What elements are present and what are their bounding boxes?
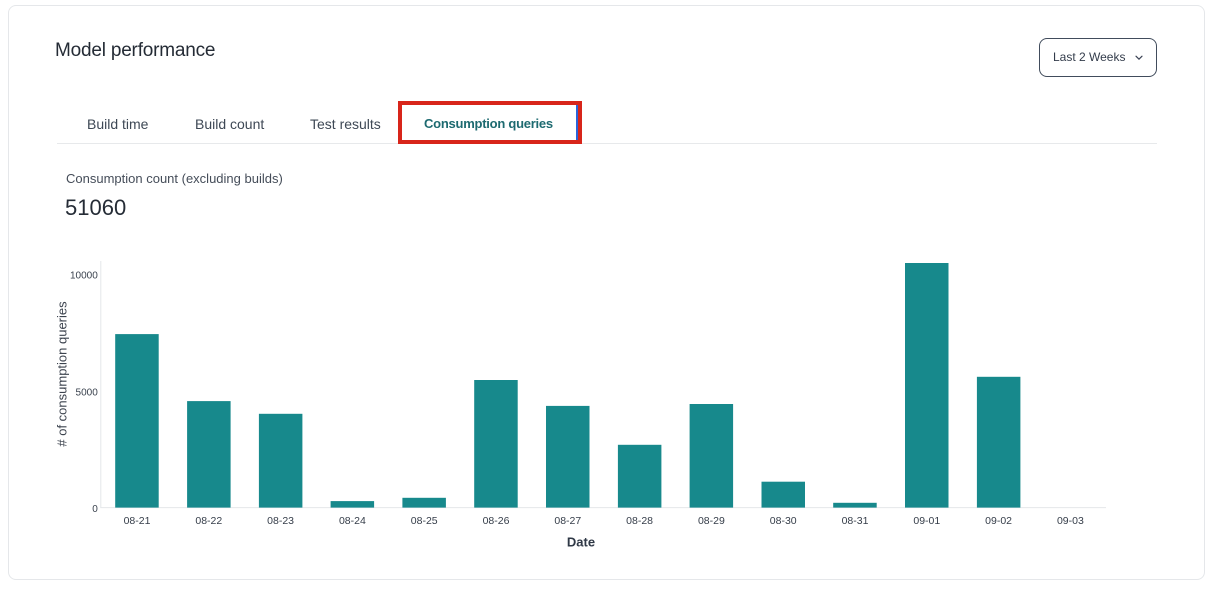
svg-text:08-23: 08-23 xyxy=(267,515,294,527)
svg-text:08-22: 08-22 xyxy=(195,515,222,527)
svg-text:08-24: 08-24 xyxy=(339,515,366,527)
svg-text:08-31: 08-31 xyxy=(842,515,869,527)
svg-text:09-03: 09-03 xyxy=(1057,515,1084,527)
svg-text:09-01: 09-01 xyxy=(913,515,940,527)
svg-text:08-21: 08-21 xyxy=(124,515,151,527)
svg-text:08-29: 08-29 xyxy=(698,515,725,527)
svg-text:0: 0 xyxy=(92,504,98,515)
svg-text:09-02: 09-02 xyxy=(985,515,1012,527)
svg-text:10000: 10000 xyxy=(70,271,98,282)
svg-text:08-30: 08-30 xyxy=(770,515,797,527)
svg-text:Date: Date xyxy=(567,535,595,550)
svg-text:08-26: 08-26 xyxy=(483,515,510,527)
svg-text:08-28: 08-28 xyxy=(626,515,653,527)
svg-text:08-25: 08-25 xyxy=(411,515,438,527)
svg-text:# of consumption queries: # of consumption queries xyxy=(55,301,70,447)
svg-text:5000: 5000 xyxy=(76,387,99,398)
svg-text:08-27: 08-27 xyxy=(554,515,581,527)
